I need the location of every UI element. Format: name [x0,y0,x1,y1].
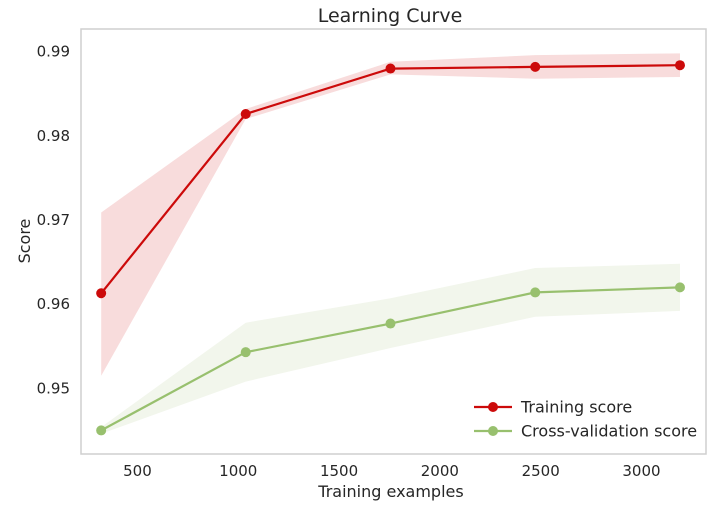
y-axis-label: Score [15,219,34,264]
plot-area [96,53,685,436]
training-score-point [96,288,107,299]
training-score-point [674,60,685,71]
x-tick-label: 1500 [320,462,358,480]
training-score-point [240,109,251,119]
training-score-point [530,61,541,72]
y-axis-ticks: 0.95 0.96 0.97 0.98 0.99 [37,43,70,398]
x-tick-label: 500 [123,462,152,480]
x-axis-label: Training examples [317,482,463,501]
cross-validation-score-point [674,282,685,293]
legend-training-score-label: Training score [520,398,632,417]
legend-cross-validation-score-marker [488,426,498,436]
x-tick-label: 2000 [421,462,459,480]
cross-validation-score-point [385,318,396,329]
training-score-point [385,63,396,74]
cross-validation-score-point [96,425,107,436]
x-tick-label: 3000 [622,462,660,480]
y-tick-label: 0.97 [37,211,70,229]
x-tick-label: 1000 [219,462,257,480]
y-tick-label: 0.99 [37,43,70,61]
chart-legend: Training score Cross-validation score [474,398,697,441]
x-tick-label: 2500 [522,462,560,480]
x-axis-ticks: 500 1000 1500 2000 2500 3000 [123,462,660,480]
chart-title: Learning Curve [318,5,463,27]
y-tick-label: 0.95 [37,379,70,397]
cross-validation-score-point [240,347,251,358]
cross-validation-score-point [530,287,541,298]
legend-training-score-marker [488,402,498,412]
cross-validation-score-band [101,263,680,434]
y-tick-label: 0.98 [37,127,70,145]
y-tick-label: 0.96 [37,295,70,313]
plot-frame [80,28,707,455]
legend-cross-validation-score-label: Cross-validation score [521,422,697,441]
